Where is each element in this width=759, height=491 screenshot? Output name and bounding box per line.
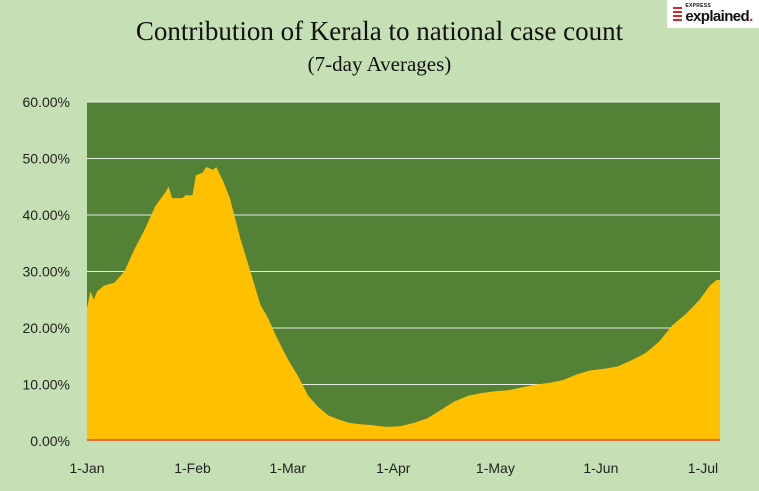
logo-stripes-icon [673,7,683,21]
y-tick-label: 10.00% [23,377,70,393]
y-tick-label: 30.00% [23,264,70,280]
y-axis-ticks: 0.00% 10.00% 20.00% 30.00% 40.00% 50.00% 60.00… [23,94,70,449]
chart-subtitle: (7-day Averages) [307,52,452,76]
x-tick-label: 1-Jan [69,460,104,476]
x-tick-label: 1-May [476,460,515,476]
x-tick-label: 1-Jul [688,460,718,476]
y-tick-label: 50.00% [23,151,70,167]
express-explained-logo: EXPRESS explained. [667,0,759,28]
x-tick-label: 1-Jun [583,460,618,476]
y-tick-label: 40.00% [23,207,70,223]
x-tick-label: 1-Mar [270,460,307,476]
kerala-share-area [87,167,720,441]
y-tick-label: 0.00% [30,433,70,449]
logo-bottom-text: explained. [685,8,753,25]
logo-top-text: EXPRESS [685,3,712,9]
x-tick-label: 1-Feb [174,460,211,476]
chart-title: Contribution of Kerala to national case … [135,16,624,46]
x-tick-label: 1-Apr [376,460,411,476]
y-tick-label: 60.00% [23,94,70,110]
x-axis-ticks: 1-Jan 1-Feb 1-Mar 1-Apr 1-May 1-Jun 1-Jul [69,460,718,476]
y-tick-label: 20.00% [23,320,70,336]
